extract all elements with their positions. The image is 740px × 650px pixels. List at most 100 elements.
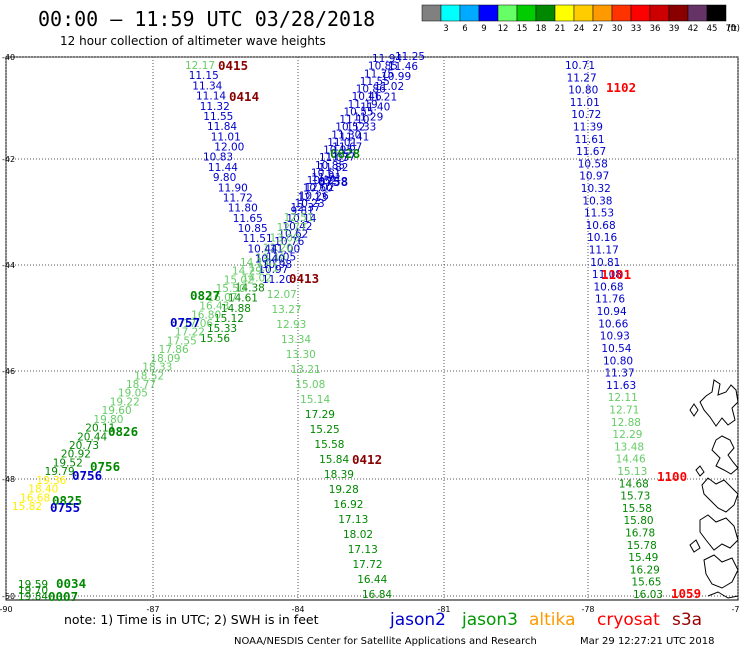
swh-value: 11.53 — [584, 208, 614, 220]
swh-value: 15.58 — [622, 503, 652, 515]
colorbar-swatch — [592, 4, 613, 22]
colorbar-tick-label: 15 — [517, 24, 528, 34]
swh-value: 19.70 — [18, 585, 48, 597]
swh-value: 19.80 — [93, 414, 123, 426]
swh-value: 11.15 — [189, 70, 219, 82]
swh-value: 11.00 — [270, 244, 300, 256]
latitude-labels: -40 -42 -44 -46 -48 -50 — [2, 53, 15, 601]
swh-value: 11.19 — [348, 99, 378, 111]
swh-value: 15.84 — [319, 454, 349, 466]
swh-value: 19.36 — [36, 475, 66, 487]
swh-value: 11.76 — [595, 294, 625, 306]
swh-value: 18.02 — [343, 529, 373, 541]
swh-value: 12.29 — [612, 429, 642, 441]
swh-value: 15.25 — [310, 424, 340, 436]
swh-value: 11.05 — [266, 251, 296, 263]
swh-value: 10.52 — [335, 122, 365, 134]
swh-value: 11.29 — [353, 111, 383, 123]
swh-value: 11.10 — [339, 114, 369, 126]
swh-value: 12.02 — [305, 182, 335, 194]
swh-value: 11.55 — [203, 111, 233, 123]
pass-time-label: 0826 — [108, 424, 138, 439]
swh-value: 19.60 — [102, 405, 132, 417]
swh-value: 10.38 — [582, 195, 612, 207]
colorbar-tick-label: 70 — [726, 24, 737, 34]
swh-value: 10.23 — [295, 198, 325, 210]
swh-value: 15.12 — [214, 313, 244, 325]
swh-value: 12.71 — [609, 405, 639, 417]
longitude-label: -81 — [437, 605, 450, 614]
colorbar-swatch — [440, 4, 461, 22]
colorbar-swatch — [611, 4, 632, 22]
swh-value: 9.81 — [291, 206, 314, 218]
pass-time-label: 0756 — [72, 468, 102, 483]
swh-value: 11.08 — [592, 269, 622, 281]
swh-value: 13.21 — [291, 364, 321, 376]
swh-value: 11.21 — [367, 91, 397, 103]
swh-value: 17.13 — [348, 544, 378, 556]
legend-jason2: jason2 — [389, 610, 446, 630]
swh-value: 13.48 — [614, 441, 644, 453]
swh-value: 11.67 — [332, 142, 362, 154]
longitude-label: -84 — [291, 605, 304, 614]
colorbar-swatch — [668, 4, 689, 22]
latitude-label: -42 — [2, 155, 15, 164]
swh-value: 10.26 — [299, 190, 329, 202]
swh-value: 11.17 — [589, 245, 619, 257]
swh-value: 10.46 — [352, 91, 382, 103]
swh-value: 10.72 — [571, 109, 601, 121]
graticule — [5, 56, 739, 600]
swh-value: 20.92 — [61, 449, 91, 461]
pass-time-label: 0413 — [289, 271, 319, 286]
swh-value: 15.65 — [631, 577, 661, 589]
colorbar-tick-label: 3 — [443, 24, 448, 34]
swh-value: 16.80 — [191, 309, 221, 321]
swh-value: 10.62 — [278, 229, 308, 241]
swh-value: 12.88 — [611, 417, 641, 429]
swh-value: 11.51 — [243, 233, 273, 245]
colorbar: 3 6 9 12 15 18 21 24 27 30 33 36 39 42 45 70(ft) — [421, 4, 740, 34]
jason2-0827-pass-track: 14.1714.2915.0215.5016.0716.4316.8017.06… — [12, 257, 270, 515]
colorbar-tick-label: 18 — [536, 24, 547, 34]
colorbar-tick-label: 30 — [612, 24, 623, 34]
swh-value: 12.13 — [298, 192, 328, 204]
swh-value: 11.30 — [331, 129, 361, 141]
colorbar-tick-label: 24 — [574, 24, 585, 34]
swh-value: 16.43 — [199, 301, 229, 313]
swh-value: 16.84 — [362, 589, 392, 601]
colorbar-tick-label: 39 — [669, 24, 680, 34]
swh-value: 15.78 — [627, 540, 657, 552]
jason3-ascending-east-track: 11.2511.4610.9911.0211.2111.4011.2911.33… — [200, 51, 425, 345]
swh-value: 18.40 — [28, 484, 58, 496]
swh-value: 19.59 — [18, 579, 48, 591]
colorbar-tick-label: 33 — [631, 24, 642, 34]
swh-value: 20.11 — [85, 423, 115, 435]
swh-value: 19.79 — [45, 466, 75, 478]
swh-value: 11.72 — [223, 193, 253, 205]
swh-value: 16.68 — [20, 492, 50, 504]
swh-value: 10.80 — [603, 355, 633, 367]
swh-value: 10.58 — [578, 158, 608, 170]
swh-value: 11.37 — [605, 368, 635, 380]
swh-value: 19.52 — [53, 457, 83, 469]
swh-value: 11.25 — [395, 51, 425, 63]
swh-value: 14.02 — [242, 273, 272, 285]
longitude-label: -87 — [146, 605, 159, 614]
swh-value: 18.52 — [134, 370, 164, 382]
longitude-label: -90 — [0, 605, 13, 614]
swh-value: 11.46 — [388, 61, 418, 73]
swh-value: 12.00 — [214, 142, 244, 154]
colorbar-swatch — [497, 4, 518, 22]
jason3-0415-pass-track: 12.1711.1511.3411.1411.3211.5511.8411.01… — [185, 58, 392, 601]
colorbar-swatch — [630, 4, 651, 22]
legend-s3a: s3a — [672, 610, 702, 630]
swh-value: 11.77 — [325, 152, 355, 164]
colorbar-tick-label: 36 — [650, 24, 661, 34]
swh-value: 10.32 — [581, 183, 611, 195]
swh-value: 13.34 — [281, 334, 311, 346]
swh-value: 10.80 — [568, 85, 598, 97]
swh-value: 16.03 — [633, 589, 663, 601]
swh-value: 15.33 — [207, 323, 237, 335]
swh-value: 10.44 — [248, 243, 278, 255]
